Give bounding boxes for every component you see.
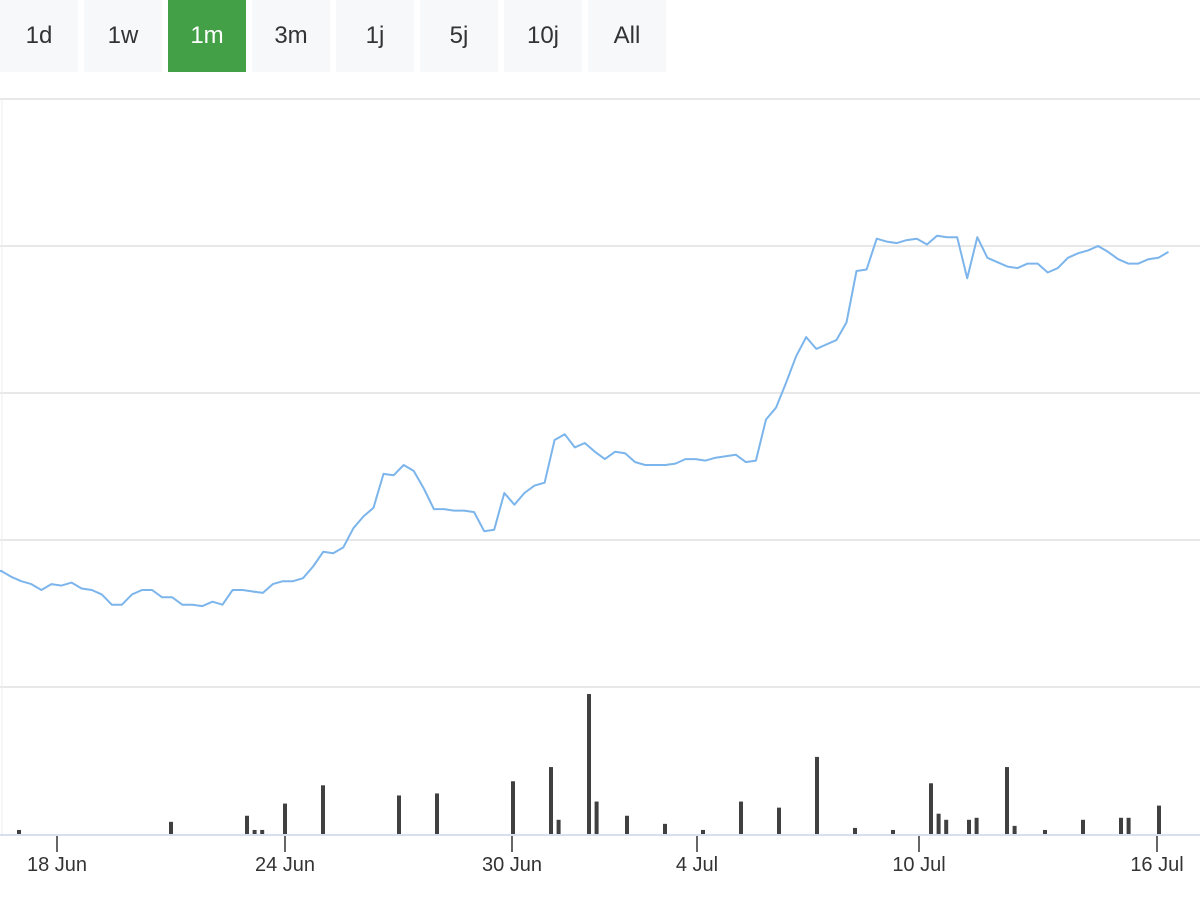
volume-bar	[252, 829, 257, 834]
range-button-10j[interactable]: 10j	[504, 0, 582, 72]
volume-bar	[936, 813, 941, 834]
x-tick-16-jul: 16 Jul	[1130, 836, 1184, 876]
volume-bar	[1043, 829, 1047, 834]
volume-bar	[169, 821, 173, 834]
volume-bar	[245, 815, 249, 834]
volume-bar	[929, 783, 933, 834]
volume-bar	[1119, 817, 1123, 834]
volume-bar	[1157, 805, 1161, 834]
price-series	[0, 234, 1170, 608]
volume-bar	[739, 801, 743, 834]
volume-bar	[815, 756, 819, 834]
volume-bar	[944, 819, 949, 834]
volume-bar	[321, 785, 325, 834]
volume-bar	[701, 829, 705, 834]
volume-bar	[663, 823, 667, 834]
x-axis: 18 Jun 24 Jun 30 Jun 4 Jul 10 Jul 16 Jul	[0, 834, 1200, 876]
x-tick-label: 10 Jul	[892, 854, 945, 876]
range-selector: 1d 1w 1m 3m 1j 5j 10j All	[0, 0, 672, 72]
volume-bar	[511, 781, 515, 834]
range-button-1m[interactable]: 1m	[168, 0, 246, 72]
range-button-all[interactable]: All	[588, 0, 666, 72]
range-button-3m[interactable]: 3m	[252, 0, 330, 72]
x-tick-18-jun: 18 Jun	[27, 836, 87, 876]
volume-bars	[17, 694, 1161, 834]
volume-bar	[587, 694, 591, 834]
x-tick-label: 30 Jun	[482, 854, 542, 876]
x-tick-4-jul: 4 Jul	[676, 836, 718, 876]
x-tick-10-jul: 10 Jul	[892, 836, 946, 876]
price-gridlines	[0, 98, 1200, 836]
volume-bar	[1081, 819, 1085, 834]
volume-bar	[1005, 767, 1009, 834]
range-button-5j[interactable]: 5j	[420, 0, 498, 72]
x-tick-label: 24 Jun	[255, 854, 315, 876]
volume-bar	[777, 807, 781, 834]
volume-bar	[891, 829, 895, 834]
x-tick-label: 16 Jul	[1130, 854, 1183, 876]
volume-bar	[283, 803, 287, 834]
volume-bar	[549, 767, 553, 834]
volume-bar	[967, 819, 971, 834]
range-button-1w[interactable]: 1w	[84, 0, 162, 72]
volume-bar	[594, 801, 599, 834]
volume-bar	[17, 829, 21, 834]
range-button-1d[interactable]: 1d	[0, 0, 78, 72]
volume-bar	[1012, 825, 1017, 834]
x-tick-24-jun: 24 Jun	[255, 836, 315, 876]
x-tick-30-jun: 30 Jun	[482, 836, 542, 876]
volume-bar	[556, 819, 561, 834]
volume-bar	[974, 817, 979, 834]
price-line	[0, 234, 1170, 608]
volume-bar	[397, 795, 401, 834]
volume-bar	[435, 793, 439, 834]
volume-bar	[1126, 817, 1131, 834]
volume-bar	[853, 827, 857, 834]
volume-bar	[625, 815, 629, 834]
range-button-1j[interactable]: 1j	[336, 0, 414, 72]
x-tick-label: 4 Jul	[676, 854, 718, 876]
volume-bar	[260, 829, 265, 834]
x-tick-label: 18 Jun	[27, 854, 87, 876]
